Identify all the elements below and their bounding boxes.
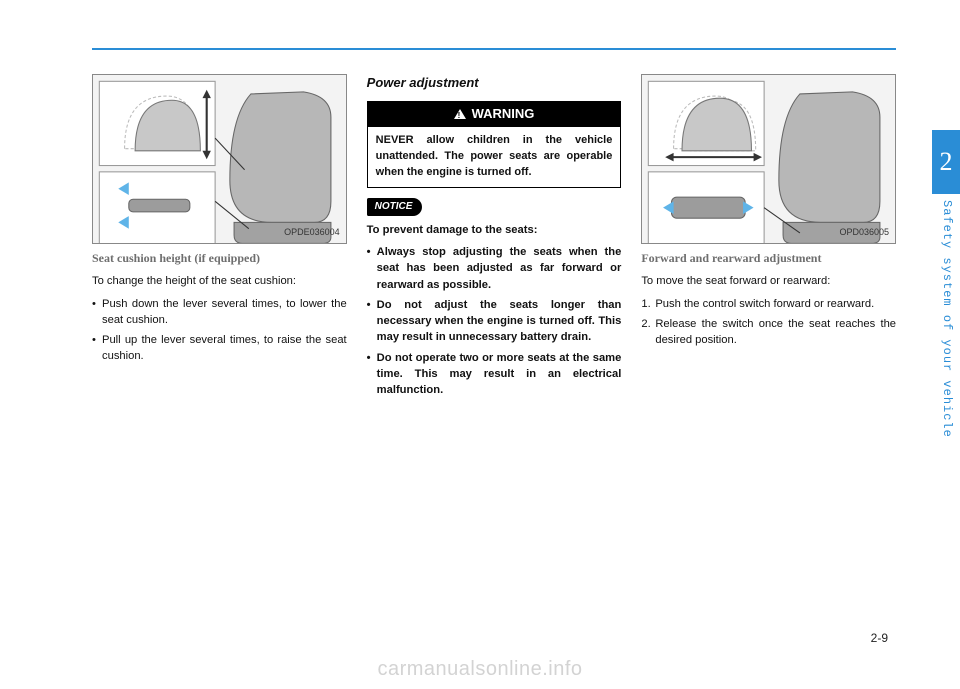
seat-height-heading: Seat cushion height (if equipped) xyxy=(92,250,347,267)
list-item: Pull up the lever several times, to rais… xyxy=(92,332,347,364)
content-columns: OPDE036004 Seat cushion height (if equip… xyxy=(92,74,896,404)
chapter-label: Safety system of your vehicle xyxy=(940,200,954,438)
seat-height-list: Push down the lever several times, to lo… xyxy=(92,296,347,365)
list-item: Push down the lever several times, to lo… xyxy=(92,296,347,328)
notice-intro: To prevent damage to the seats: xyxy=(367,222,622,238)
notice-badge: NOTICE xyxy=(367,198,423,217)
column-1: OPDE036004 Seat cushion height (if equip… xyxy=(92,74,347,404)
forward-rearward-steps: Push the control switch forward or rearw… xyxy=(641,296,896,349)
seat-height-illustration xyxy=(93,75,346,244)
power-adjustment-heading: Power adjustment xyxy=(367,74,622,93)
warning-callout: WARNING NEVER allow children in the vehi… xyxy=(367,101,622,188)
list-item: Always stop adjusting the seats when the… xyxy=(367,244,622,293)
warning-icon xyxy=(454,109,466,119)
list-item: Push the control switch forward or rearw… xyxy=(641,296,896,312)
header-rule xyxy=(92,48,896,50)
seat-forward-figure: OPD036005 xyxy=(641,74,896,244)
list-item: Release the switch once the seat reaches… xyxy=(641,316,896,348)
warning-header: WARNING xyxy=(368,102,621,127)
manual-page: OPDE036004 Seat cushion height (if equip… xyxy=(0,0,960,689)
seat-height-figure: OPDE036004 xyxy=(92,74,347,244)
column-3: OPD036005 Forward and rearward adjustmen… xyxy=(641,74,896,404)
list-item: Do not adjust the seats longer than nece… xyxy=(367,297,622,346)
warning-label: WARNING xyxy=(472,105,535,124)
seat-forward-illustration xyxy=(642,75,895,244)
column-2: Power adjustment WARNING NEVER allow chi… xyxy=(367,74,622,404)
figure-code: OPDE036004 xyxy=(284,226,340,239)
page-number: 2-9 xyxy=(871,631,888,645)
notice-list: Always stop adjusting the seats when the… xyxy=(367,244,622,398)
list-item: Do not operate two or more seats at the … xyxy=(367,350,622,399)
seat-height-intro: To change the height of the seat cushion… xyxy=(92,273,347,289)
figure-code: OPD036005 xyxy=(839,226,889,239)
warning-body: NEVER allow children in the vehicle unat… xyxy=(368,127,621,187)
forward-rearward-intro: To move the seat forward or rearward: xyxy=(641,273,896,289)
forward-rearward-heading: Forward and rearward adjustment xyxy=(641,250,896,267)
chapter-tab: 2 xyxy=(932,130,960,194)
watermark: carmanualsonline.info xyxy=(377,658,582,681)
